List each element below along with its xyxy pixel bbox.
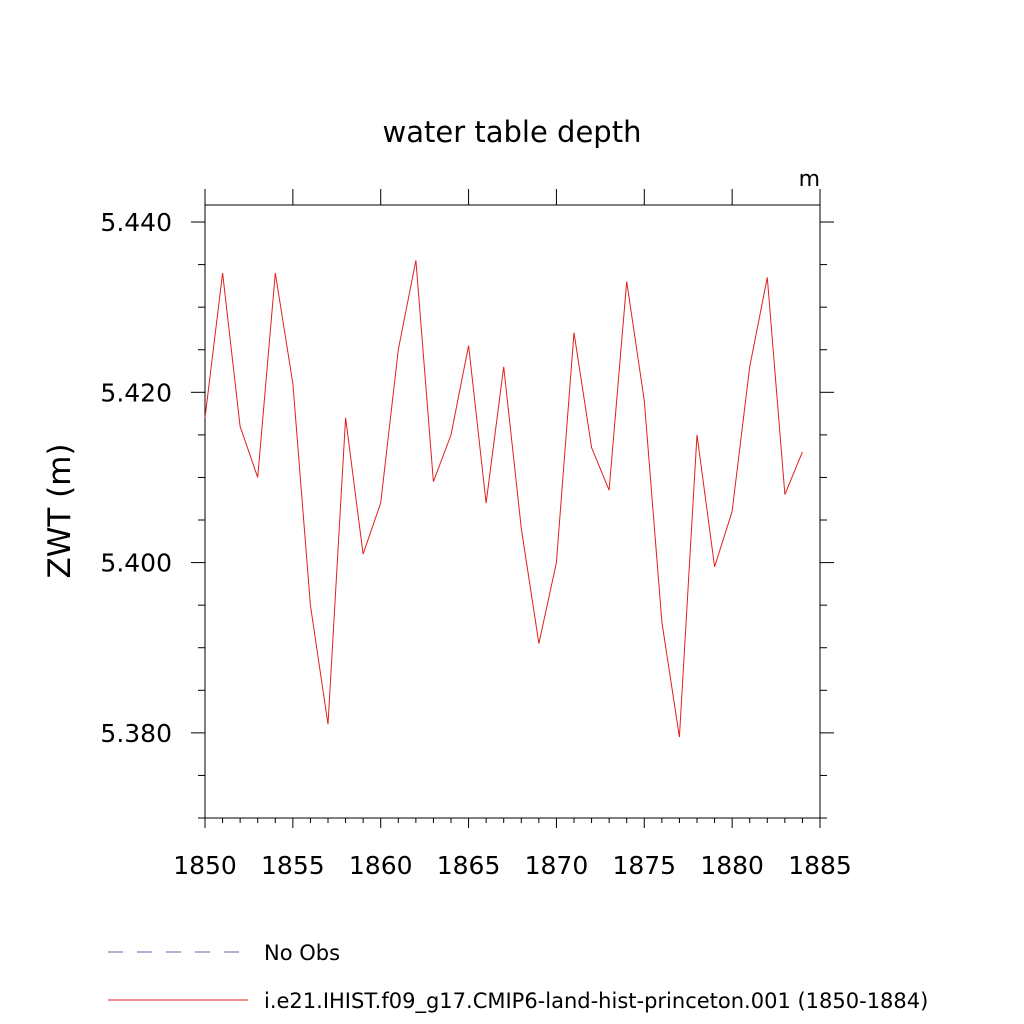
x-tick-label: 1885: [788, 851, 852, 880]
x-tick-label: 1850: [173, 851, 237, 880]
x-tick-label: 1865: [437, 851, 501, 880]
x-tick-label: 1880: [700, 851, 764, 880]
legend-label: i.e21.IHIST.f09_g17.CMIP6-land-hist-prin…: [264, 989, 928, 1014]
x-tick-label: 1855: [261, 851, 325, 880]
y-tick-label: 5.400: [100, 549, 172, 578]
y-tick-label: 5.420: [100, 378, 172, 407]
y-axis-label: ZWT (m): [42, 443, 78, 578]
tick-labels: 1850 1855 1860 1865 1870 1875 1880 1885 5.380 5.4…: [100, 208, 851, 880]
plot-frame: [204, 204, 821, 819]
y-tick-label: 5.380: [100, 719, 172, 748]
legend-label: No Obs: [264, 941, 340, 965]
y-tick-label: 5.440: [100, 208, 172, 237]
units-label: m: [799, 167, 820, 192]
legend: No Obs i.e21.IHIST.f09_g17.CMIP6-land-his…: [108, 941, 928, 1014]
axis-ticks: [191, 189, 834, 828]
x-tick-label: 1875: [612, 851, 676, 880]
chart-title: water table depth: [383, 115, 642, 149]
series-line: [204, 260, 803, 738]
x-tick-label: 1870: [525, 851, 589, 880]
x-tick-label: 1860: [349, 851, 413, 880]
series-layer: [204, 260, 803, 738]
